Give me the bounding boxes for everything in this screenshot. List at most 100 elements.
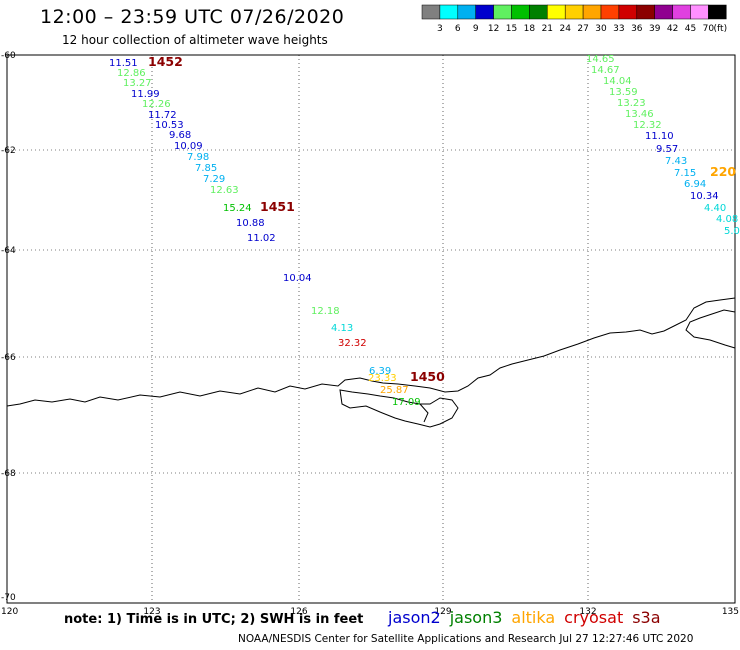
lat-tick-label: -64 [1,246,16,256]
swh-value: 9.68 [169,130,191,141]
swh-value: 11.51 [109,58,138,69]
color-bin [529,4,548,20]
swh-value: 10.88 [236,218,265,229]
lat-tick-label: -62 [1,146,16,156]
swh-value: 11.10 [645,131,674,142]
swh-value: 13.23 [617,98,646,109]
swh-value: 14.04 [603,76,632,87]
color-bin-label: 45 [685,24,696,34]
lat-lon-grid [7,55,735,603]
swh-value: 14.67 [591,65,620,76]
lat-tick-label: -60 [1,51,16,61]
color-bin [511,4,530,20]
color-bin-label: 33 [613,24,624,34]
lon-tick-label: 120 [1,607,18,617]
swh-value: 4.13 [331,323,353,334]
color-bin-label: 27 [577,24,588,34]
color-bin [457,4,476,20]
color-bin [475,4,494,20]
antarctic-coastline [6,297,736,428]
swh-value: 15.24 [223,203,252,214]
swh-value: 12.18 [311,306,340,317]
map-frame [6,54,736,604]
swh-value: 12.63 [210,185,239,196]
swh-value: 6.94 [684,179,706,190]
swh-value: 7.98 [187,152,209,163]
footer-note: note: 1) Time is in UTC; 2) SWH is in fe… [64,612,364,627]
swh-value: 11.99 [131,89,160,100]
pass-number: 1452 [148,54,183,69]
pass-number: 220 [710,164,736,179]
color-bin [439,4,459,20]
color-bin [564,4,584,20]
swh-value: 14.65 [586,54,615,65]
color-bin-label: 9 [473,24,479,34]
swh-value: 32.32 [338,338,367,349]
color-bin [421,4,441,20]
color-bin [600,4,620,20]
axis-tick-labels: -60 -62 -64 -66 -68 -70 120 123 126 129 132 135 [1,51,739,617]
swh-value: 7.15 [674,168,696,179]
color-bin-label: 15 [506,24,517,34]
swh-value: 4.08 [716,214,738,225]
color-bin-label: 6 [455,24,461,34]
swh-value: 7.29 [203,174,225,185]
color-bin-label: 39 [649,24,661,34]
legend-cryosat: cryosat [564,608,624,627]
swh-value: 17.09 [392,397,421,408]
lon-tick-label: 135 [722,607,739,617]
map-title: 12:00 – 23:59 UTC 07/26/2020 [40,6,345,28]
color-scale-bar: 3 6 9 12 15 18 21 24 27 30 33 36 39 42 45 70 (ft) [421,4,728,34]
map-subtitle: 12 hour collection of altimeter wave hei… [62,33,328,47]
legend-jason3: jason3 [449,608,503,627]
swh-value: 12.32 [633,120,662,131]
swh-value: 7.85 [195,163,217,174]
color-bin [582,4,602,20]
swh-value: 11.02 [247,233,276,244]
swh-value: 4.40 [704,203,726,214]
color-bin-label: 12 [488,24,499,34]
swh-value: 13.59 [609,87,638,98]
swh-value: 12.86 [117,68,146,79]
legend-s3a: s3a [632,608,661,627]
credit-line: NOAA/NESDIS Center for Satellite Applica… [238,633,694,645]
swh-value: 5.0 [724,226,740,237]
color-bin-label: 30 [595,24,607,34]
swh-value: 10.09 [174,141,203,152]
color-bin [708,4,727,20]
swh-value: 10.04 [283,273,312,284]
swh-value: 23.33 [368,373,397,384]
lat-tick-label: -68 [1,469,16,479]
color-bin [618,4,638,20]
lon-tick-label: 132 [579,607,596,617]
legend-jason2: jason2 [388,608,441,627]
satellite-legend: jason2 jason3 altika cryosat s3a [388,608,670,627]
swh-value: 9.57 [656,144,678,155]
pass-number: 1450 [410,369,445,384]
color-bin-label: 70 [703,24,715,34]
color-bin-label: 42 [667,24,678,34]
swh-value: 10.34 [690,191,719,202]
color-bin [547,4,566,20]
lon-tick-label: 123 [143,607,160,617]
color-bin [636,4,655,20]
swh-value: 6.39 [369,366,391,377]
wave-height-labels: 11.5112.8613.2711.9912.2611.7210.539.681… [109,54,740,408]
color-bin-unit: (ft) [714,24,728,34]
lon-tick-label: 129 [434,607,451,617]
legend-altika: altika [511,608,556,627]
color-bin-label: 18 [524,24,536,34]
color-bin-label: 36 [631,24,643,34]
color-bin-label: 21 [542,24,553,34]
swh-value: 11.72 [148,110,177,121]
color-bin [654,4,673,20]
color-bin-label: 24 [559,24,571,34]
color-bin [672,4,691,20]
color-bin [493,4,512,20]
color-bin-label: 3 [437,24,443,34]
swh-value: 25.87 [380,385,409,396]
swh-value: 7.43 [665,156,687,167]
pass-number: 1451 [260,199,295,214]
lat-tick-label: -66 [1,353,16,363]
